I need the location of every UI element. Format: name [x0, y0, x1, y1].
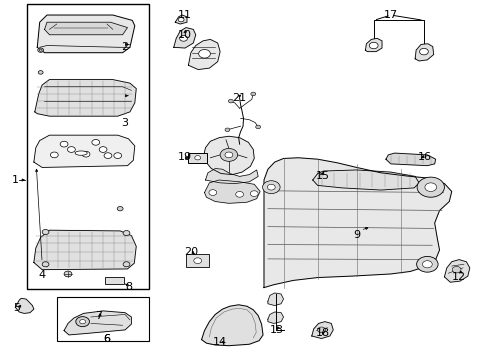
- Circle shape: [38, 71, 43, 74]
- Text: 10: 10: [178, 30, 192, 40]
- Text: 1: 1: [12, 175, 19, 185]
- Circle shape: [82, 151, 90, 157]
- Circle shape: [38, 48, 43, 52]
- Circle shape: [178, 18, 183, 22]
- Polygon shape: [444, 260, 469, 282]
- Text: 6: 6: [103, 333, 110, 343]
- Text: 7: 7: [95, 311, 102, 320]
- Circle shape: [422, 261, 431, 268]
- Polygon shape: [188, 40, 220, 69]
- Circle shape: [198, 49, 210, 58]
- Circle shape: [419, 48, 427, 55]
- Text: 2: 2: [121, 42, 128, 52]
- Circle shape: [104, 153, 112, 158]
- Text: 5: 5: [13, 303, 20, 314]
- Polygon shape: [312, 170, 418, 190]
- Polygon shape: [15, 298, 34, 314]
- Circle shape: [220, 148, 237, 161]
- Circle shape: [123, 230, 130, 235]
- Circle shape: [451, 266, 460, 273]
- Text: 21: 21: [232, 93, 246, 103]
- Circle shape: [224, 128, 229, 132]
- Circle shape: [250, 191, 258, 197]
- Circle shape: [42, 262, 49, 267]
- Circle shape: [67, 147, 75, 152]
- Ellipse shape: [75, 151, 87, 155]
- Text: 3: 3: [122, 118, 128, 128]
- Text: 20: 20: [183, 247, 198, 257]
- Polygon shape: [44, 22, 127, 35]
- Text: 11: 11: [178, 10, 192, 20]
- Polygon shape: [267, 312, 283, 323]
- Polygon shape: [385, 153, 435, 166]
- Polygon shape: [203, 136, 254, 175]
- Circle shape: [80, 319, 85, 324]
- Polygon shape: [205, 168, 258, 184]
- Circle shape: [228, 99, 233, 103]
- Polygon shape: [34, 135, 135, 167]
- Circle shape: [250, 92, 255, 96]
- Text: 12: 12: [451, 272, 465, 282]
- Circle shape: [179, 36, 187, 41]
- Circle shape: [123, 262, 130, 267]
- Circle shape: [368, 42, 377, 49]
- Circle shape: [208, 190, 216, 195]
- Circle shape: [255, 125, 260, 129]
- Text: 15: 15: [315, 171, 329, 181]
- Text: 4: 4: [39, 270, 45, 280]
- Polygon shape: [414, 44, 433, 61]
- Text: 6: 6: [103, 333, 110, 343]
- Polygon shape: [34, 230, 136, 270]
- Circle shape: [193, 258, 201, 264]
- Polygon shape: [267, 293, 283, 306]
- Bar: [188, 153, 206, 163]
- Circle shape: [64, 271, 72, 277]
- Polygon shape: [204, 180, 260, 203]
- Polygon shape: [201, 305, 263, 346]
- Polygon shape: [35, 80, 136, 116]
- Circle shape: [224, 152, 232, 158]
- Polygon shape: [64, 311, 131, 335]
- Circle shape: [76, 317, 89, 327]
- Circle shape: [194, 156, 200, 160]
- Text: 18: 18: [315, 328, 329, 338]
- Bar: [57, 297, 149, 341]
- Circle shape: [50, 152, 58, 158]
- Polygon shape: [365, 39, 381, 51]
- Polygon shape: [37, 15, 135, 53]
- Text: 19: 19: [178, 152, 192, 162]
- Text: 16: 16: [417, 152, 431, 162]
- Circle shape: [114, 153, 122, 158]
- Text: 14: 14: [213, 337, 227, 347]
- Circle shape: [60, 141, 68, 147]
- Circle shape: [424, 183, 436, 192]
- Circle shape: [117, 207, 123, 211]
- Bar: [104, 277, 124, 284]
- Circle shape: [99, 147, 107, 152]
- Bar: [26, 4, 149, 289]
- Text: 8: 8: [124, 282, 132, 292]
- Circle shape: [262, 181, 280, 194]
- Circle shape: [235, 192, 243, 197]
- Text: 17: 17: [383, 10, 397, 20]
- Circle shape: [267, 184, 275, 190]
- Circle shape: [42, 229, 49, 234]
- Bar: [185, 254, 209, 267]
- Polygon shape: [175, 15, 186, 24]
- Circle shape: [92, 139, 100, 145]
- Polygon shape: [311, 321, 332, 338]
- Polygon shape: [173, 28, 195, 48]
- Polygon shape: [264, 158, 451, 288]
- Circle shape: [317, 327, 325, 333]
- Circle shape: [416, 177, 444, 197]
- Text: 13: 13: [269, 325, 284, 335]
- Circle shape: [416, 256, 437, 272]
- Text: 9: 9: [352, 230, 360, 239]
